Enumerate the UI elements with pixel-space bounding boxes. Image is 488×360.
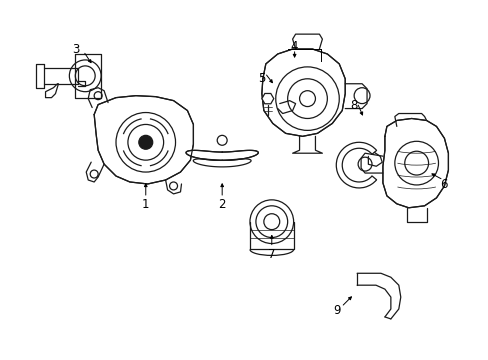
Text: 9: 9	[333, 305, 340, 318]
Text: 5: 5	[258, 72, 265, 85]
Polygon shape	[94, 96, 193, 184]
Text: 6: 6	[439, 179, 447, 192]
Polygon shape	[382, 118, 447, 208]
Text: 2: 2	[218, 198, 225, 211]
Text: 4: 4	[290, 40, 298, 53]
Polygon shape	[185, 150, 258, 161]
Polygon shape	[262, 49, 345, 136]
Text: 7: 7	[267, 248, 275, 261]
Circle shape	[139, 135, 152, 149]
Text: 3: 3	[73, 42, 80, 55]
Polygon shape	[262, 94, 273, 104]
Text: 8: 8	[350, 99, 357, 112]
Text: 1: 1	[142, 198, 149, 211]
